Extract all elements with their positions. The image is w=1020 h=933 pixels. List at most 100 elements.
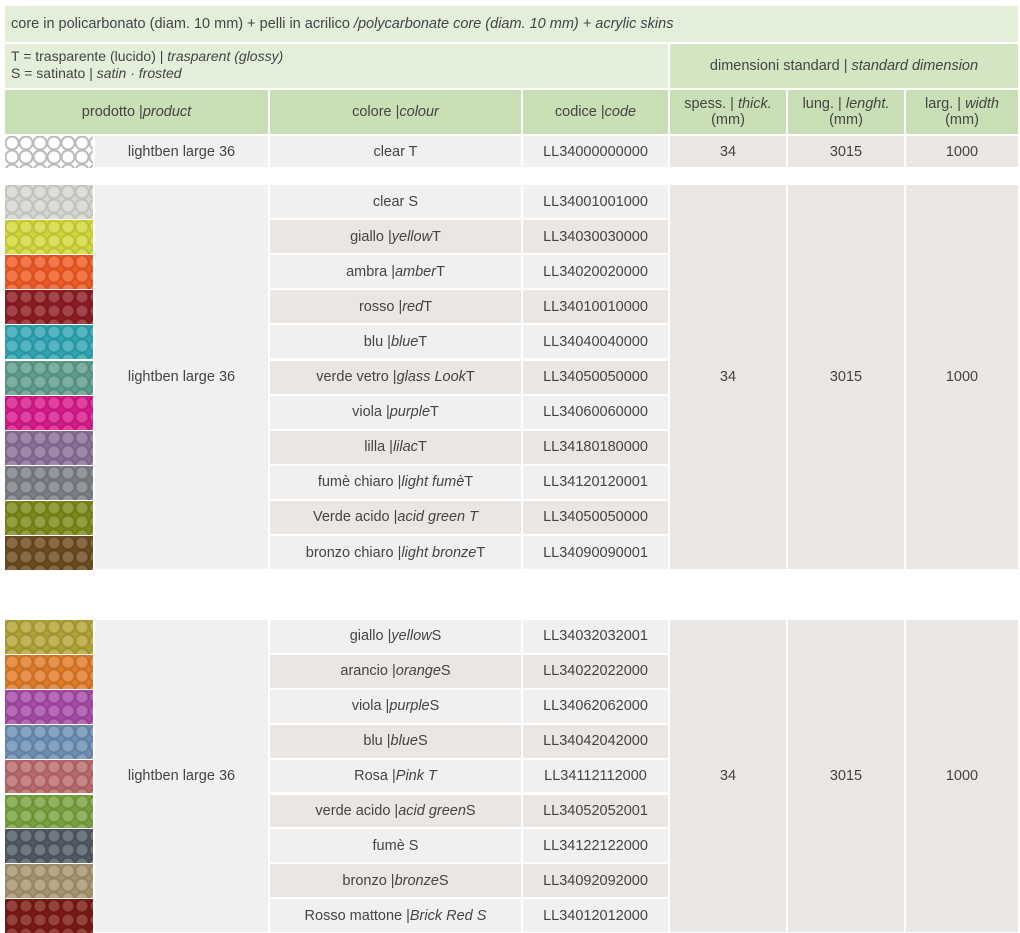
title-text-english: /polycarbonate core (diam. 10 mm) + acry…	[353, 16, 674, 32]
colour-swatch	[5, 620, 93, 654]
colour-cell: arancio | orange S	[270, 654, 521, 688]
colour-name: blu |	[363, 733, 391, 750]
finish-code: T	[432, 228, 441, 245]
finish-code: T	[465, 369, 475, 386]
colour-swatch	[5, 220, 93, 255]
product-code: LL34092092000	[543, 872, 648, 889]
colour-swatch	[5, 864, 93, 899]
colour-name: bronzo |	[342, 872, 395, 889]
code-cell: LL34022022000	[523, 654, 668, 688]
length-header-text: lung. | lenght.	[803, 96, 890, 112]
finish-code: S	[429, 698, 440, 715]
colour-cell: bronzo | bronze S	[270, 864, 521, 898]
colour-cell: clear S	[270, 185, 521, 219]
finish-code: S	[417, 733, 428, 750]
colour-cell: blu | blue T	[270, 325, 521, 359]
code-cell: LL34020020000	[523, 255, 668, 289]
thickness-value-cell: 34	[670, 620, 786, 933]
product-code: LL34022022000	[543, 663, 648, 680]
colour-swatch	[5, 290, 93, 325]
colour-swatch	[5, 829, 93, 864]
colour-name: viola |	[352, 404, 390, 421]
colour-cell: rosso | red T	[270, 290, 521, 324]
code-cell: LL34052052001	[523, 794, 668, 828]
colour-cell: blu | blue S	[270, 724, 521, 758]
colour-name: clear T	[373, 143, 418, 160]
width-value-cell: 1000	[906, 136, 1018, 167]
standard-dimension-header: dimensioni standard | standard dimension	[670, 44, 1018, 88]
length-header-label: lung. |	[802, 96, 846, 112]
colour-cell: verde vetro | glass Look T	[270, 360, 521, 394]
column-header-colour: colore | colour	[270, 90, 521, 134]
product-code: LL34040040000	[543, 333, 648, 350]
length-value: 3015	[829, 768, 863, 785]
colour-name: rosso |	[358, 298, 403, 315]
product-header-label: prodotto |	[81, 104, 143, 120]
colour-cell: viola | purple S	[270, 689, 521, 723]
colour-name-english: blue	[390, 733, 418, 750]
finish-code: T	[476, 544, 486, 561]
colour-name: Rosso mattone |	[304, 907, 410, 924]
colour-swatch	[5, 536, 93, 571]
colour-name: arancio |	[340, 663, 396, 680]
product-code: LL34020020000	[543, 263, 648, 280]
colour-cell: clear T	[270, 136, 521, 167]
code-cell: LL34122122000	[523, 829, 668, 863]
finish-code: T	[436, 263, 445, 280]
colour-name-english: amber	[394, 263, 437, 280]
colour-name: verde acido |	[315, 802, 399, 819]
length-value-cell: 3015	[788, 136, 904, 167]
width-value: 1000	[945, 768, 979, 785]
product-code: LL34012012000	[543, 907, 648, 924]
colour-name: ambra |	[346, 263, 395, 280]
colour-header-label: colore |	[352, 104, 400, 120]
colour-name-english: purple	[389, 698, 430, 715]
column-header-product: prodotto | product	[5, 90, 268, 134]
colour-cell: ambra | amber T	[270, 255, 521, 289]
code-header-label: codice |	[554, 104, 605, 120]
thickness-header-text: spess. | thick.	[684, 96, 772, 112]
width-value-cell: 1000	[906, 185, 1018, 570]
product-cell: lightben large 36	[95, 136, 268, 167]
colour-name-english: light bronze	[401, 544, 477, 561]
colour-name-english: glass Look	[396, 369, 466, 386]
code-cell: LL34001001000	[523, 185, 668, 219]
colour-swatch	[5, 465, 93, 500]
colour-name-english: purple	[389, 404, 431, 421]
colour-cell: bronzo chiaro | light bronze T	[270, 536, 521, 570]
product-code: LL34120120001	[543, 474, 648, 491]
colour-name-english: blue	[390, 333, 419, 350]
dim-label-english: standard dimension	[851, 58, 979, 74]
legend-t-english: trasparent (glossy)	[167, 48, 284, 64]
column-header-length: lung. | lenght. (mm)	[788, 90, 904, 134]
title-text: core in policarbonato (diam. 10 mm) + pe…	[11, 16, 354, 32]
product-code: LL34042042000	[543, 733, 648, 750]
product-code: LL34122122000	[543, 837, 648, 854]
length-value-cell: 3015	[788, 185, 904, 570]
product-code: LL34050050000	[543, 509, 648, 526]
thickness-value-cell: 34	[670, 185, 786, 570]
colour-cell: giallo | yellow T	[270, 220, 521, 254]
colour-cell: giallo | yellow S	[270, 620, 521, 653]
colour-cell: Rosso mattone | Brick Red S	[270, 899, 521, 933]
colour-swatch	[5, 724, 93, 759]
product-code: LL34062062000	[543, 698, 648, 715]
colour-swatch	[5, 255, 93, 290]
colour-name-english: lilac	[392, 439, 418, 456]
code-cell: LL34112112000	[523, 759, 668, 793]
product-code: LL34112112000	[544, 768, 647, 785]
colour-name: lilla |	[364, 439, 393, 456]
colour-name-english: orange	[395, 663, 441, 680]
colour-name-english: Pink T	[395, 768, 437, 785]
colour-swatch	[5, 794, 93, 829]
colour-name-english: bronze	[394, 872, 439, 889]
product-code: LL34052052001	[543, 802, 648, 819]
legend-satin: S = satinato | satin · frosted	[11, 65, 668, 82]
column-header-code: codice | code	[523, 90, 668, 134]
colour-swatch	[5, 325, 93, 360]
code-cell: LL34042042000	[523, 724, 668, 758]
length-value-cell: 3015	[788, 620, 904, 933]
product-code: LL34030030000	[543, 228, 648, 245]
colour-cell: fumè S	[270, 829, 521, 863]
